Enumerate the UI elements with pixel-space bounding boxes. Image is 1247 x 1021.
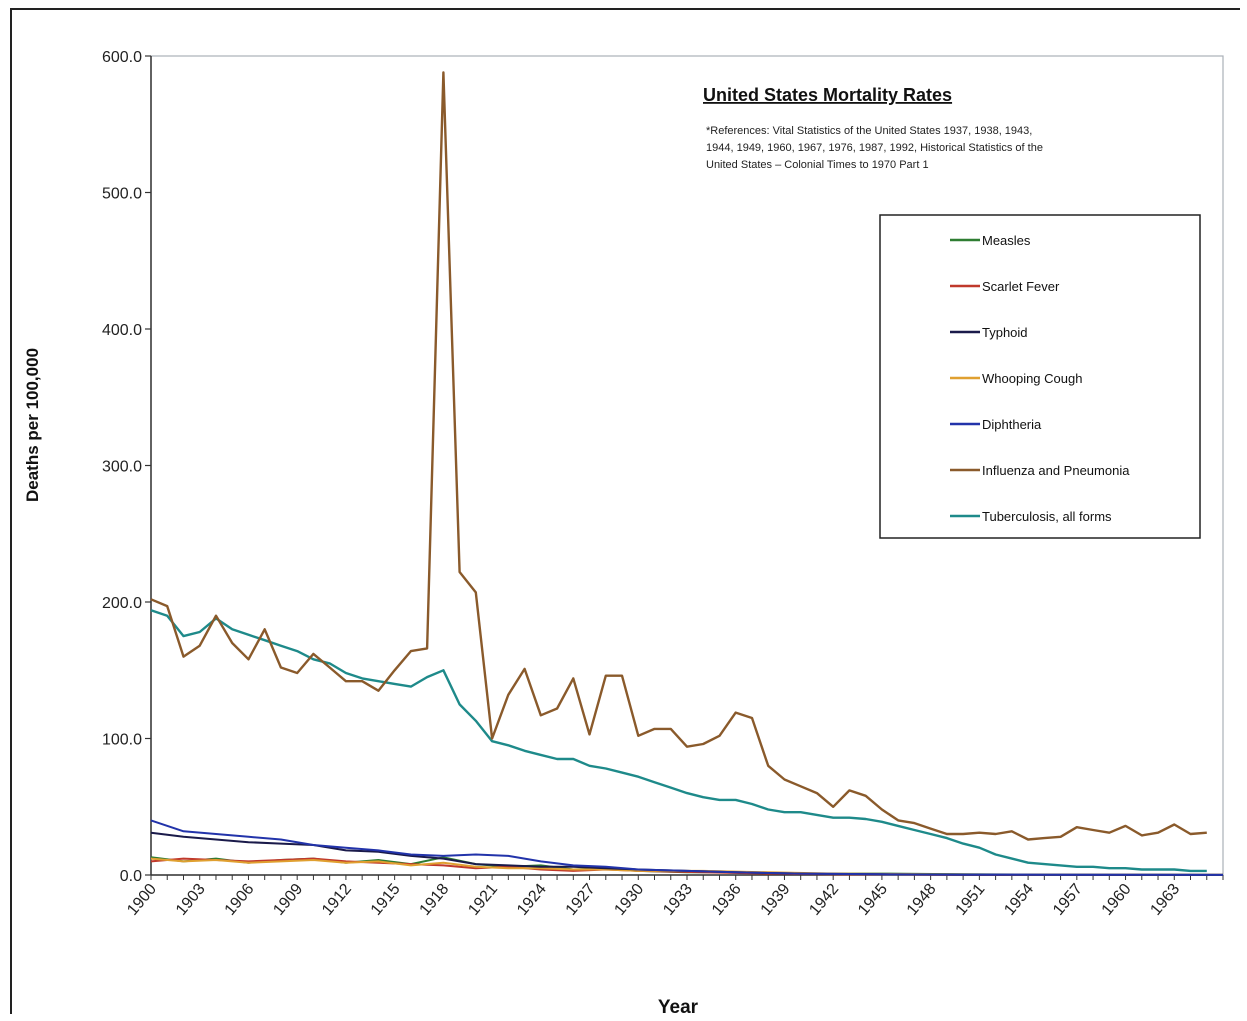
legend-label-whooping-cough: Whooping Cough (982, 371, 1082, 386)
x-tick-label: 1906 (222, 881, 258, 919)
x-tick-label: 1945 (855, 881, 891, 919)
legend-label-tuberculosis-all-forms: Tuberculosis, all forms (982, 509, 1112, 524)
x-tick-label: 1942 (806, 881, 842, 919)
series-layer (150, 71, 1224, 876)
x-tick-label: 1903 (173, 881, 209, 919)
series-line-influenza-and-pneumonia (150, 71, 1207, 841)
chart-title: United States Mortality Rates (703, 85, 952, 105)
series-line-diphtheria (150, 819, 1224, 876)
y-axis-ticks: 0.0 100.0 200.0 300.0 400.0 500.0 600.0 (102, 49, 151, 885)
x-tick-label: 1951 (953, 881, 989, 919)
series-line-tuberculosis-all-forms (150, 609, 1207, 873)
x-axis-label: Year (658, 997, 699, 1018)
x-tick-label: 1963 (1147, 881, 1183, 919)
x-tick-label: 1954 (1001, 881, 1037, 919)
x-tick-label: 1960 (1099, 881, 1135, 919)
legend-label-typhoid: Typhoid (982, 325, 1028, 340)
y-tick-label: 100.0 (102, 732, 142, 749)
y-tick-label: 400.0 (102, 322, 142, 339)
legend-label-influenza-and-pneumonia: Influenza and Pneumonia (982, 463, 1130, 478)
y-tick-label: 200.0 (102, 595, 142, 612)
x-tick-label: 1936 (709, 881, 745, 919)
x-tick-label: 1921 (465, 881, 501, 919)
x-axis-ticks: 1900 1903 1906 1909 1912 1915 1918 1921 1924 1927… (124, 875, 1224, 919)
chart-subtitle: *References: Vital Statistics of the Uni… (706, 125, 1043, 171)
y-axis-label: Deaths per 100,000 (23, 348, 42, 502)
x-tick-label: 1930 (611, 881, 647, 919)
legend-box (879, 214, 1201, 539)
x-tick-label: 1918 (417, 881, 453, 919)
x-tick-label: 1900 (124, 881, 160, 919)
x-tick-label: 1939 (758, 881, 794, 919)
x-tick-label: 1957 (1050, 881, 1086, 919)
x-tick-label: 1933 (660, 881, 696, 919)
chart-frame (10, 8, 1240, 1014)
legend: Measles Scarlet Fever Typhoid Whooping Coug… (879, 214, 1201, 539)
y-tick-label: 0.0 (120, 868, 142, 885)
x-tick-label: 1909 (270, 881, 306, 919)
y-tick-label: 300.0 (102, 459, 142, 476)
x-tick-label: 1948 (904, 881, 940, 919)
x-tick-label: 1915 (368, 881, 404, 919)
x-tick-label: 1924 (514, 881, 550, 919)
legend-label-diphtheria: Diphtheria (982, 417, 1042, 432)
legend-label-scarlet-fever: Scarlet Fever (982, 279, 1060, 294)
y-tick-label: 600.0 (102, 49, 142, 66)
x-tick-label: 1927 (563, 881, 599, 919)
y-tick-label: 500.0 (102, 186, 142, 203)
legend-label-measles: Measles (982, 233, 1031, 248)
x-tick-label: 1912 (319, 881, 355, 919)
